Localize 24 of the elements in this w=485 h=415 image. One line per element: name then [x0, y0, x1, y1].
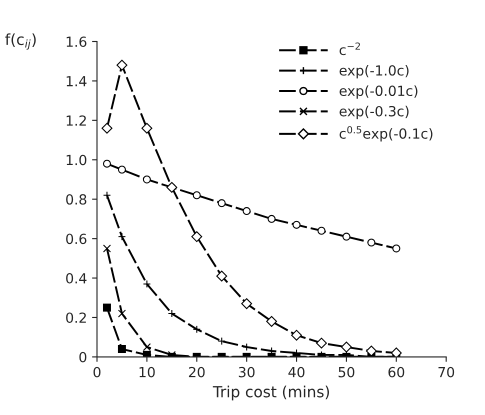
legend-label: c$^{0.5}$exp(-0.1c) — [340, 126, 432, 142]
y-tick-label: 1.6 — [66, 36, 86, 47]
x-tick-label: 30 — [238, 366, 255, 378]
y-axis-title: f(c$_{ij}$) — [5, 33, 36, 50]
x-tick-label: 70 — [438, 366, 454, 378]
y-tick-label: 0.4 — [66, 273, 86, 284]
legend-label: exp(-0.01c) — [340, 85, 418, 99]
y-tick-label: 0.8 — [66, 194, 86, 205]
y-tick-label: 0 — [79, 352, 86, 362]
y-tick-label: 1.2 — [66, 115, 86, 126]
x-tick-label: 20 — [188, 366, 205, 378]
y-tick-label: 1.4 — [66, 76, 86, 86]
x-tick-label: 0 — [93, 366, 100, 378]
x-tick-label: 40 — [288, 366, 304, 378]
legend-label: exp(-1.0c) — [340, 64, 409, 78]
x-tick-label: 50 — [338, 366, 354, 378]
legend-label: exp(-0.3c) — [340, 106, 409, 120]
y-tick-label: 0.2 — [66, 312, 86, 323]
x-tick-label: 10 — [140, 366, 155, 378]
y-tick-label: 1.0 — [66, 154, 86, 166]
y-tick-label: 0.6 — [66, 234, 86, 244]
legend-label: c$^{−2}$ — [340, 42, 360, 56]
x-tick-label: 60 — [388, 366, 404, 378]
x-axis-title: Trip cost (mins) — [212, 386, 329, 400]
